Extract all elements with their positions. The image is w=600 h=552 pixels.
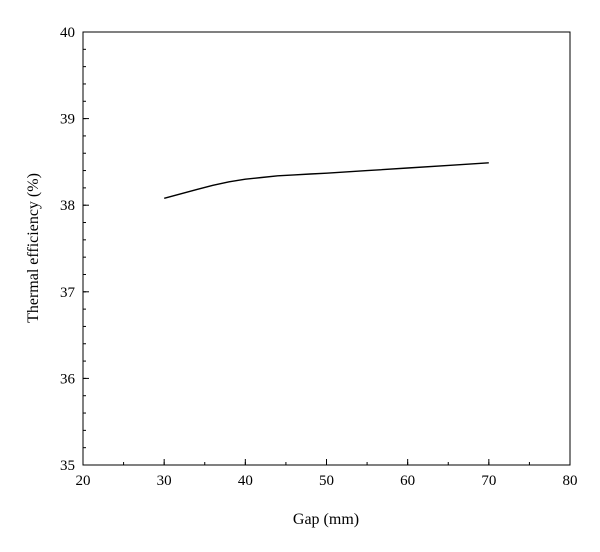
x-tick-label: 70 <box>481 473 496 489</box>
y-tick-label: 36 <box>60 371 76 387</box>
x-tick-label: 60 <box>400 473 415 489</box>
x-tick-label: 50 <box>319 473 334 489</box>
axis-ticks: 20 30 40 50 60 70 80 35 36 37 38 39 40 <box>60 25 578 489</box>
series-layer <box>164 162 489 199</box>
y-tick-label: 40 <box>60 25 75 41</box>
x-tick-label: 40 <box>238 473 253 489</box>
y-axis-label: Thermal efficiency (%) <box>25 173 42 323</box>
plot-frame <box>82 31 571 466</box>
x-axis-label: Gap (mm) <box>293 511 359 528</box>
y-tick-label: 35 <box>60 458 75 474</box>
y-tick-label: 38 <box>60 198 75 214</box>
x-tick-label: 80 <box>563 473 578 489</box>
x-tick-label: 30 <box>157 473 172 489</box>
y-tick-label: 37 <box>60 285 76 301</box>
y-tick-label: 39 <box>60 112 75 128</box>
series-line-1 <box>164 162 489 199</box>
x-tick-label: 20 <box>76 473 91 489</box>
